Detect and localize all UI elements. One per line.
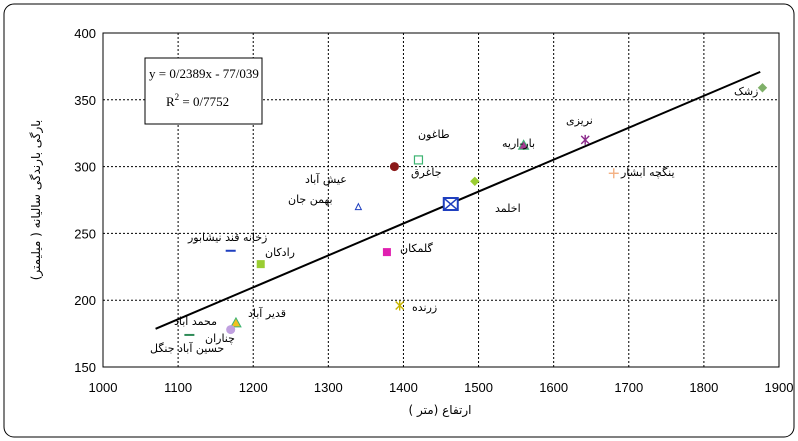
y-tick-label: 350 [74,93,96,108]
data-point [395,300,405,311]
point-label: چناران [205,332,235,345]
x-tick-label: 1400 [389,380,418,395]
point-label: زخانه قند نیشابور [187,231,267,244]
point-label: زرنده [412,301,437,314]
data-point [226,325,236,335]
r2-prefix: R [166,94,175,109]
x-tick-label: 1100 [164,380,192,395]
r2-value: = 0/7752 [179,94,229,109]
data-point [354,202,363,211]
point-label: ینگچه ابشار [620,166,675,179]
point-label: زشک [734,85,758,98]
point-label: گلمکان [400,242,434,255]
data-points [184,83,768,336]
x-tick-label: 1700 [614,380,643,395]
x-tick-label: 1600 [539,380,568,395]
x-tick-label: 1800 [689,380,718,395]
point-label: اخلمد [495,202,521,215]
y-tick-label: 400 [74,26,96,41]
data-point [517,139,530,150]
data-point [580,134,590,145]
point-labels: زشک نریزی ینگچه ابشار بار-اریه طاغون جاغرق اخل… [150,85,758,355]
equation-box: y = 0/2389x - 77/039 R2 = 0/7752 [144,57,263,125]
x-tick-label: 1900 [765,380,794,395]
y-tick-label: 200 [74,293,96,308]
y-axis-title: بارگی بارندگی سالیانه ( میلیمتر) [29,120,44,281]
x-axis-title: ارتفاع (متر ) [408,403,471,418]
x-tick-label: 1200 [239,380,268,395]
point-label: محمد آباد [174,314,217,328]
data-point [256,260,265,269]
data-point [230,316,242,328]
x-tick-label: 1000 [89,380,118,395]
y-tick-label: 250 [74,226,96,241]
x-tick-labels: 1000 1100 1200 1300 1400 1500 1600 1700 1800 1900 [89,380,794,395]
point-label: نریزی [566,114,593,127]
point-label: رادکان [265,246,295,259]
point-label: عیش آباد [305,172,347,186]
data-point [608,168,619,179]
data-point [382,248,391,257]
point-label: بار-اریه [502,137,535,150]
x-tick-label: 1300 [314,380,343,395]
x-tick-label: 1500 [464,380,493,395]
y-tick-label: 300 [74,160,96,175]
r-squared: R2 = 0/7752 [166,92,229,109]
y-tick-labels: 150 200 250 300 350 400 [74,26,96,375]
point-label: طاغون [418,128,450,141]
data-point [442,197,459,212]
data-point [470,176,480,187]
y-tick-label: 150 [74,360,96,375]
data-point [757,83,768,93]
trend-equation: y = 0/2389x - 77/039 [149,66,259,81]
point-label: جاغرق [411,166,442,179]
point-label: بهمن جان [288,193,333,206]
point-label: قدیر آباد [248,306,286,320]
point-label: حسین آباد جنگل [150,341,224,355]
data-point [389,162,399,172]
r2-exponent: 2 [175,92,180,102]
data-point [413,155,424,165]
